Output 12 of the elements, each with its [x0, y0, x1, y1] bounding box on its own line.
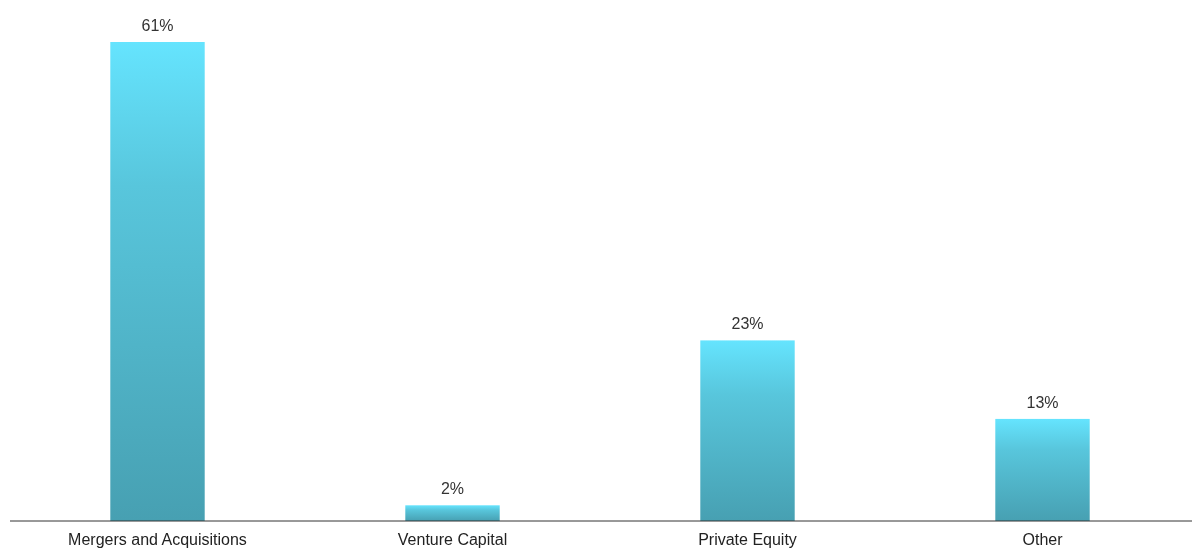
bar	[110, 42, 205, 521]
data-label: 2%	[440, 480, 465, 498]
bar	[405, 505, 500, 521]
bar	[700, 340, 795, 521]
data-label: 61%	[141, 17, 174, 34]
x-tick-label: Private Equity	[698, 531, 797, 548]
x-tick-label: Other	[1022, 531, 1064, 548]
data-label: 23%	[731, 315, 764, 333]
data-label: 13%	[1026, 393, 1059, 411]
x-tick-label: Venture Capital	[397, 531, 508, 548]
x-tick-label: Mergers and Acquisitions	[68, 531, 247, 548]
bar	[995, 418, 1090, 521]
